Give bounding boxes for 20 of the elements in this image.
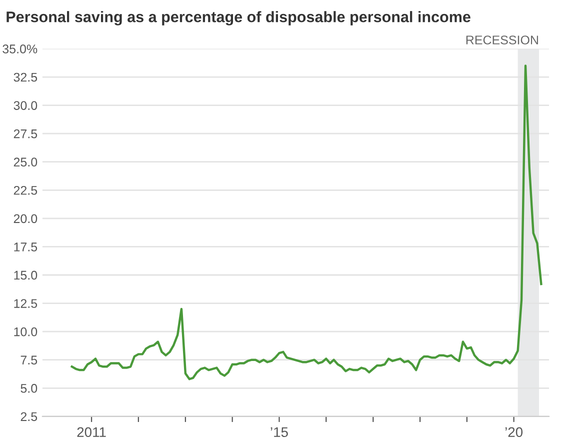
y-tick-label: 30.0 (14, 101, 38, 110)
y-tick-label: 35.0% (2, 44, 38, 54)
x-tick-label: 2011 (77, 427, 106, 438)
y-tick-label: 32.5 (14, 72, 38, 82)
y-tick-label: 22.5 (14, 186, 38, 195)
y-tick-label: 12.5 (14, 299, 38, 308)
y-tick-label: 10.0 (14, 327, 38, 336)
x-tick-label: ’15 (270, 427, 288, 438)
y-tick-label: 25.0 (14, 158, 38, 167)
y-tick-label: 7.5 (20, 356, 38, 365)
y-tick-label: 2.5 (20, 412, 38, 422)
y-tick-label: 5.0 (20, 384, 38, 393)
chart-title: Personal saving as a percentage of disposable personal income (6, 11, 470, 26)
y-tick-label: 15.0 (14, 270, 38, 280)
band-label: RECESSION (466, 36, 538, 44)
x-tick-label: ’20 (505, 427, 523, 438)
y-tick-label: 27.5 (14, 129, 38, 138)
y-tick-label: 20.0 (14, 214, 38, 224)
line-series (70, 64, 542, 380)
y-tick-label: 17.5 (14, 242, 38, 252)
